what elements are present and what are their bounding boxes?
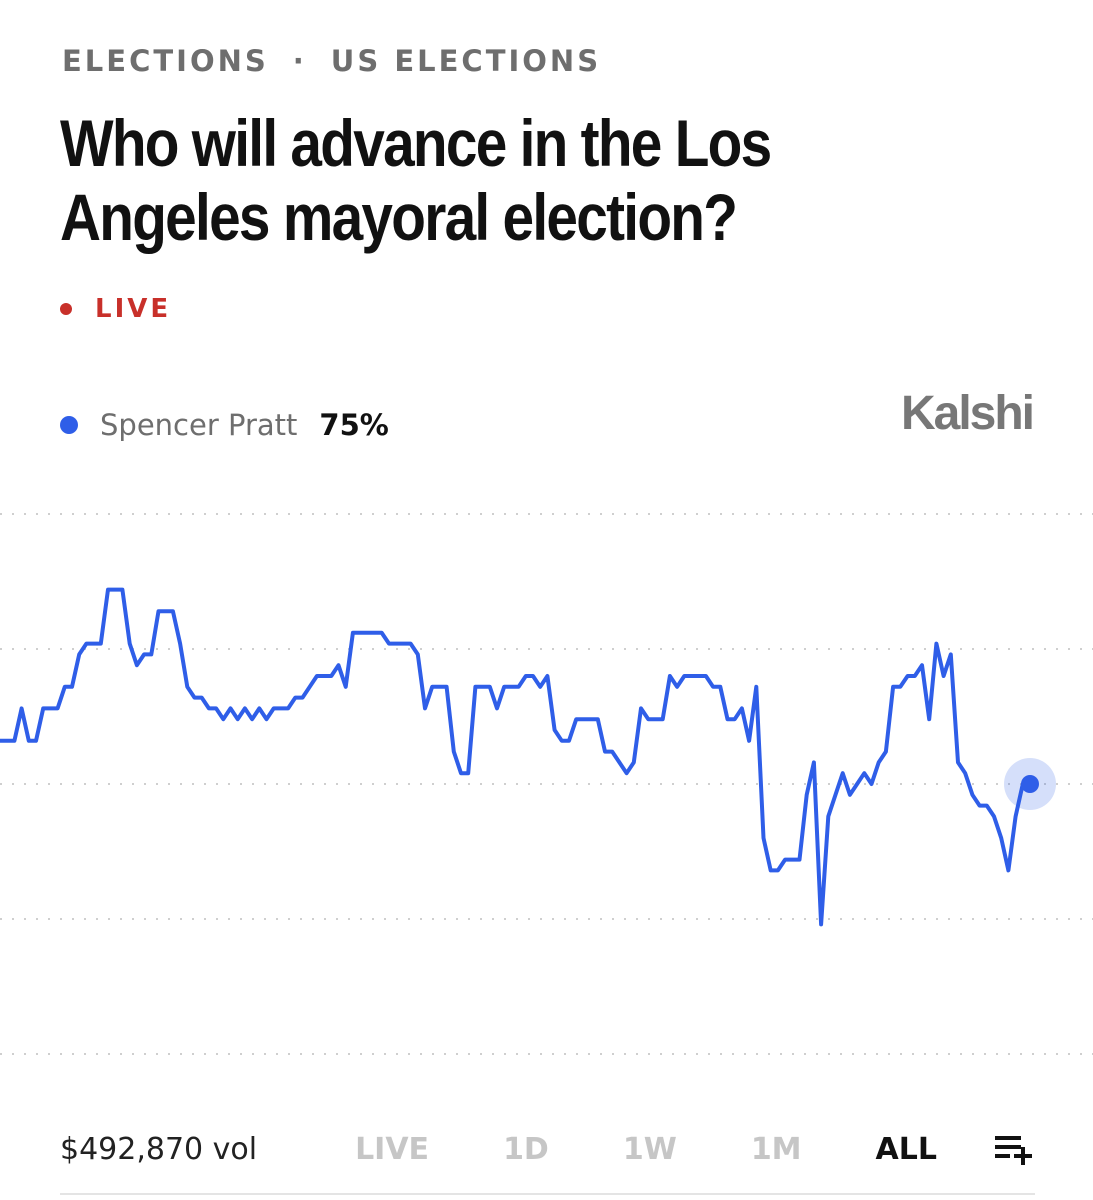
chart-gridlines <box>0 513 1093 1055</box>
last-point-marker[interactable] <box>1021 775 1039 793</box>
brand-logo: Kalshi <box>900 387 1035 440</box>
chart-series <box>0 587 1056 927</box>
series-line-spencer-pratt <box>0 587 1032 927</box>
range-button-all[interactable]: ALL <box>875 1131 937 1167</box>
breadcrumb: ELECTIONS · US ELECTIONS <box>62 44 601 78</box>
list-add-icon <box>995 1136 1032 1165</box>
price-chart[interactable] <box>0 470 1093 1100</box>
live-label: LIVE <box>95 294 172 324</box>
breadcrumb-separator: · <box>292 44 307 78</box>
live-indicator: LIVE <box>60 294 171 324</box>
legend-candidate-name: Spencer Pratt <box>100 408 298 442</box>
range-button-live[interactable]: LIVE <box>355 1131 430 1167</box>
add-to-list-button[interactable] <box>993 1132 1035 1166</box>
footer-divider <box>60 1193 1035 1195</box>
chart-legend: Spencer Pratt 75% <box>60 408 389 442</box>
time-range-selector: LIVE 1D 1W 1M ALL <box>355 1132 937 1167</box>
volume-label: $492,870 vol <box>60 1131 258 1167</box>
chart-footer: $492,870 vol LIVE 1D 1W 1M ALL <box>60 1124 1035 1174</box>
breadcrumb-elections-link[interactable]: ELECTIONS <box>62 44 269 78</box>
live-dot-icon <box>60 303 72 315</box>
range-button-1w[interactable]: 1W <box>622 1131 677 1167</box>
legend-candidate-value: 75% <box>319 408 389 442</box>
range-button-1m[interactable]: 1M <box>750 1131 802 1167</box>
range-button-1d[interactable]: 1D <box>503 1131 549 1167</box>
page-title: Who will advance in the Los Angeles mayo… <box>60 106 772 254</box>
legend-dot-icon <box>60 416 78 434</box>
breadcrumb-us-elections-link[interactable]: US ELECTIONS <box>330 44 602 78</box>
